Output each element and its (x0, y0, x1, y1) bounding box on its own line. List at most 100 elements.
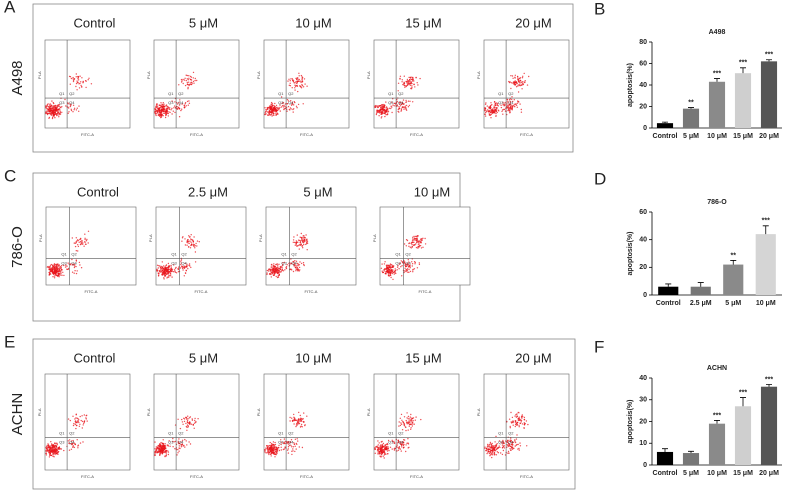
event-dot (382, 444, 383, 445)
axis-label: PI-A (372, 234, 377, 242)
event-dot (293, 108, 294, 109)
event-dot (64, 99, 65, 100)
quadrant-label: Q3 (281, 261, 287, 266)
event-dot (273, 447, 274, 448)
event-dot (519, 442, 520, 443)
event-dot (91, 83, 92, 84)
event-dot (484, 110, 485, 111)
event-dot (55, 266, 56, 267)
event-dot (280, 267, 281, 268)
event-dot (81, 77, 82, 78)
error-bar (763, 226, 769, 234)
event-dot (177, 268, 178, 269)
x-tick-label: 20 μM (759, 133, 779, 140)
axis-label: PI-A (38, 234, 43, 242)
event-dot (274, 446, 275, 447)
event-dot (296, 245, 297, 246)
event-dot (294, 242, 295, 243)
event-dot (70, 84, 71, 85)
event-dot (517, 76, 518, 77)
event-dot (54, 277, 55, 278)
event-dot (401, 275, 402, 276)
event-dot (299, 248, 300, 249)
event-dot (277, 448, 278, 449)
event-dot (297, 234, 298, 235)
event-dot (518, 425, 519, 426)
event-dot (79, 424, 80, 425)
event-dot (162, 452, 163, 453)
event-dot (299, 269, 300, 270)
event-dot (53, 109, 54, 110)
event-dot (187, 418, 188, 419)
quadrant-label: Q2 (178, 91, 184, 96)
event-dot (412, 421, 413, 422)
event-dot (58, 116, 59, 117)
event-dot (424, 238, 425, 239)
event-dot (75, 424, 76, 425)
axis-label: PI-A (366, 71, 371, 79)
axis-label: FITC-A (85, 289, 98, 294)
event-dot (72, 416, 73, 417)
event-dot (79, 242, 80, 243)
event-dot (168, 263, 169, 264)
event-dot (493, 112, 494, 113)
event-dot (294, 87, 295, 88)
event-dot (194, 420, 195, 421)
event-dot (289, 109, 290, 110)
event-dot (386, 108, 387, 109)
event-dot (303, 412, 304, 413)
event-dot (518, 444, 519, 445)
event-dot (387, 114, 388, 115)
event-dot (405, 451, 406, 452)
event-dot (165, 269, 166, 270)
event-dot (154, 448, 155, 449)
event-dot (377, 107, 378, 108)
event-dot (496, 454, 497, 455)
event-dot (396, 450, 397, 451)
bar (761, 387, 777, 465)
event-dot (184, 421, 185, 422)
event-dot (513, 84, 514, 85)
significance-label: *** (713, 70, 721, 77)
event-dot (174, 269, 175, 270)
event-dot (298, 104, 299, 105)
event-dot (516, 444, 517, 445)
event-dot (88, 242, 89, 243)
event-dot (275, 451, 276, 452)
event-dot (165, 117, 166, 118)
event-dot (157, 112, 158, 113)
bar (683, 453, 699, 465)
event-dot (271, 264, 272, 265)
event-dot (393, 265, 394, 266)
y-tick-label: 60 (639, 209, 647, 216)
event-dot (160, 117, 161, 118)
event-dot (488, 445, 489, 446)
event-dot (510, 450, 511, 451)
event-dot (404, 87, 405, 88)
event-dot (405, 271, 406, 272)
event-dot (379, 110, 380, 111)
event-dot (378, 444, 379, 445)
event-dot (282, 269, 283, 270)
event-dot (494, 101, 495, 102)
event-dot (501, 111, 502, 112)
event-dot (54, 273, 55, 274)
event-dot (186, 417, 187, 418)
event-dot (56, 115, 57, 116)
event-dot (293, 271, 294, 272)
event-dot (281, 449, 282, 450)
event-dot (160, 451, 161, 452)
event-dot (306, 416, 307, 417)
event-dot (84, 238, 85, 239)
event-dot (425, 243, 426, 244)
panel-letter: A (4, 0, 16, 16)
event-dot (59, 271, 60, 272)
event-dot (59, 270, 60, 271)
event-dot (304, 83, 305, 84)
event-dot (410, 247, 411, 248)
event-dot (409, 418, 410, 419)
event-dot (158, 275, 159, 276)
event-dot (173, 107, 174, 108)
event-dot (294, 85, 295, 86)
axis-label: PI-A (37, 408, 42, 416)
